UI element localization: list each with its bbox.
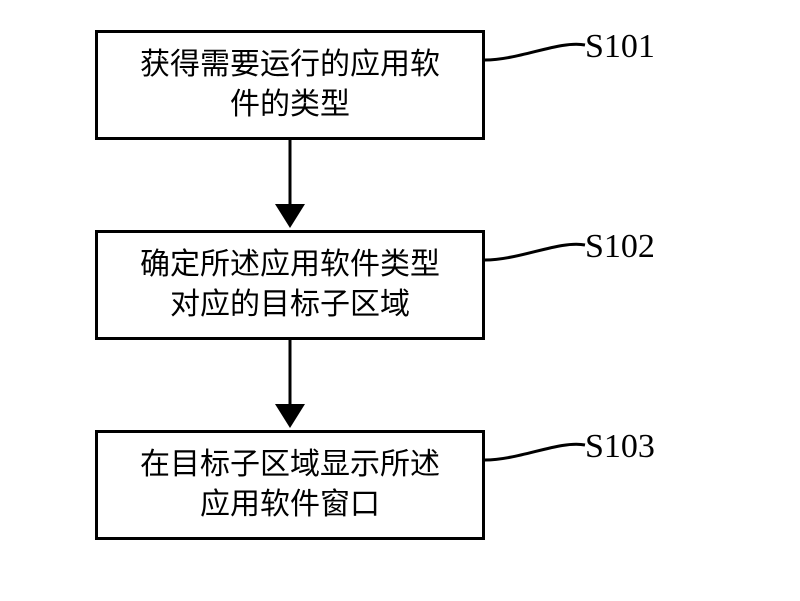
flow-node-s103: 在目标子区域显示所述 应用软件窗口 — [95, 430, 485, 540]
callout-curve — [485, 244, 585, 260]
node-text-line: 确定所述应用软件类型 — [140, 245, 440, 286]
node-text-line: 件的类型 — [140, 85, 440, 126]
callout-curve — [485, 444, 585, 460]
node-text-line: 对应的目标子区域 — [140, 285, 440, 326]
step-label-s102: S102 — [585, 228, 655, 266]
flowchart-canvas: 获得需要运行的应用软 件的类型 S101 确定所述应用软件类型 对应的目标子区域… — [0, 0, 800, 601]
node-text-line: 应用软件窗口 — [140, 485, 440, 526]
step-label-s101: S101 — [585, 28, 655, 66]
flow-node-s101: 获得需要运行的应用软 件的类型 — [95, 30, 485, 140]
step-label-s103: S103 — [585, 428, 655, 466]
node-text-line: 在目标子区域显示所述 — [140, 445, 440, 486]
node-text-line: 获得需要运行的应用软 — [140, 45, 440, 86]
flow-node-s102: 确定所述应用软件类型 对应的目标子区域 — [95, 230, 485, 340]
callout-curve — [485, 44, 585, 60]
